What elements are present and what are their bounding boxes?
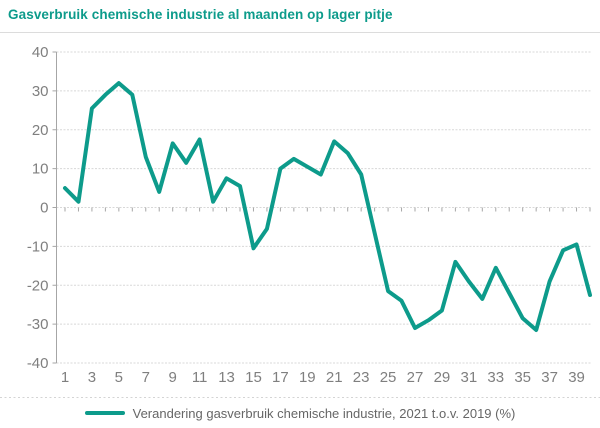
legend: Verandering gasverbruik chemische indust…: [0, 400, 600, 426]
y-tick-label: -10: [27, 238, 49, 255]
x-tick-label: 39: [568, 369, 585, 386]
y-tick-label: 40: [32, 44, 49, 61]
x-tick-label: 7: [142, 369, 150, 386]
legend-line-swatch: [84, 410, 125, 416]
y-tick-label: -20: [27, 277, 49, 294]
x-tick-label: 29: [434, 369, 451, 386]
chart-area: 40 30 20 10 0 -10 -20 -30 -40 1 3 5 7 9 11 13 15 17 19 21 23…: [0, 36, 600, 400]
x-tick-label: 21: [326, 369, 343, 386]
x-tick-label: 1: [61, 369, 69, 386]
legend-series-label: Verandering gasverbruik chemische indust…: [132, 405, 516, 421]
y-tick-label: -30: [27, 316, 49, 333]
x-tick-label: 17: [272, 369, 289, 386]
x-tick-label: 5: [115, 369, 123, 386]
y-tick-label: 30: [32, 83, 49, 100]
x-tick-label: 13: [218, 369, 235, 386]
x-tick-label: 37: [541, 369, 558, 386]
x-tick-label: 31: [461, 369, 478, 386]
x-tick-label: 33: [487, 369, 504, 386]
y-tick-label: 0: [40, 200, 48, 217]
x-tick-label: 27: [407, 369, 424, 386]
y-tick-label: 20: [32, 122, 49, 139]
x-tick-label: 9: [169, 369, 177, 386]
x-tick-label: 11: [192, 369, 208, 386]
x-tick-label: 23: [353, 369, 370, 386]
x-tick-label: 19: [299, 369, 316, 386]
title-divider: [0, 32, 600, 33]
x-tick-label: 3: [88, 369, 96, 386]
y-tick-label: 10: [32, 161, 49, 178]
x-tick-label: 15: [245, 369, 262, 386]
x-tick-label: 25: [380, 369, 397, 386]
chart-title: Gasverbruik chemische industrie al maand…: [8, 7, 393, 22]
x-tick-label: 35: [514, 369, 531, 386]
y-tick-label: -40: [27, 355, 49, 372]
data-line: [63, 81, 592, 332]
